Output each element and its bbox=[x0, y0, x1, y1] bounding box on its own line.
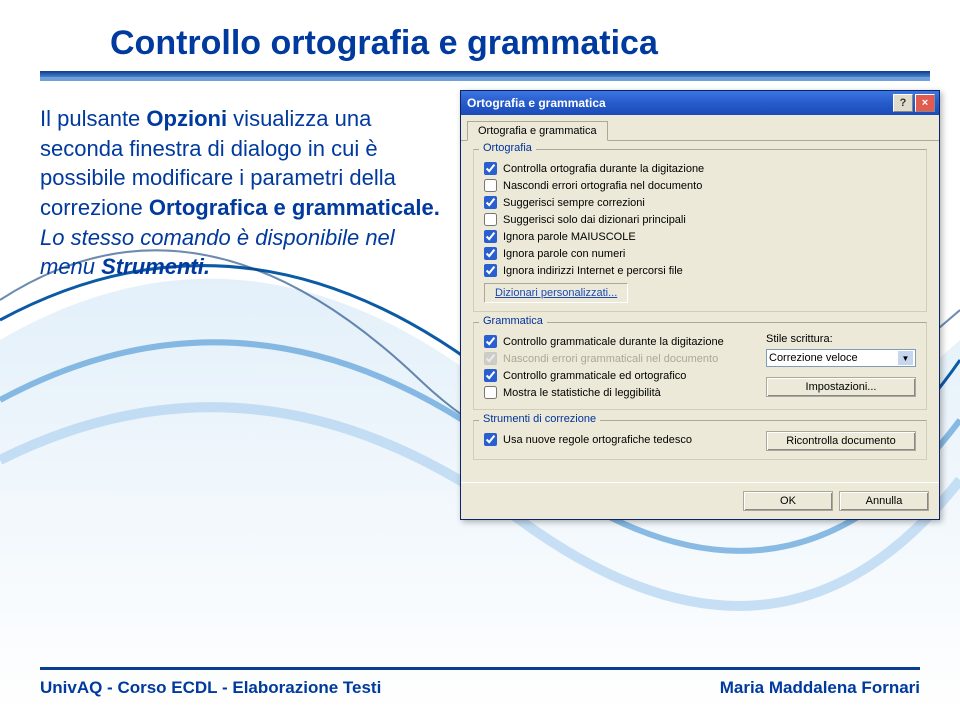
checkbox-orto-2[interactable] bbox=[484, 196, 497, 209]
body-italic: Strumenti. bbox=[101, 254, 210, 279]
checkbox-orto-6[interactable] bbox=[484, 264, 497, 277]
stile-value: Correzione veloce bbox=[769, 352, 858, 364]
annulla-button[interactable]: Annulla bbox=[839, 491, 929, 511]
stile-label: Stile scrittura: bbox=[766, 333, 833, 345]
checkbox-row: Ignora parole con numeri bbox=[484, 245, 916, 262]
checkbox-row: Suggerisci solo dai dizionari principali bbox=[484, 211, 916, 228]
ok-button[interactable]: OK bbox=[743, 491, 833, 511]
checkbox-label: Suggerisci solo dai dizionari principali bbox=[503, 214, 686, 226]
checkbox-orto-1[interactable] bbox=[484, 179, 497, 192]
checkbox-row: Controllo grammaticale ed ortografico bbox=[484, 367, 754, 384]
checkbox-tedesco[interactable] bbox=[484, 433, 497, 446]
checkbox-orto-4[interactable] bbox=[484, 230, 497, 243]
checkbox-label: Nascondi errori grammaticali nel documen… bbox=[503, 353, 718, 365]
checkbox-label: Suggerisci sempre correzioni bbox=[503, 197, 645, 209]
body-part1: Il pulsante bbox=[40, 106, 146, 131]
checkbox-label: Ignora parole MAIUSCOLE bbox=[503, 231, 636, 243]
checkbox-label: Controlla ortografia durante la digitazi… bbox=[503, 163, 704, 175]
footer-left: UnivAQ - Corso ECDL - Elaborazione Testi bbox=[40, 678, 381, 698]
checkbox-row: Nascondi errori ortografia nel documento bbox=[484, 177, 916, 194]
fieldset-ortografia: Ortografia Controlla ortografia durante … bbox=[473, 149, 927, 312]
legend-ortografia: Ortografia bbox=[479, 142, 536, 154]
checkbox-row: Ignora parole MAIUSCOLE bbox=[484, 228, 916, 245]
stile-select[interactable]: Correzione veloce ▼ bbox=[766, 349, 916, 367]
checkbox-label: Controllo grammaticale ed ortografico bbox=[503, 370, 686, 382]
body-part3: Lo stesso comando è disponibile nel menu bbox=[40, 225, 395, 280]
checkbox-row: Mostra le statistiche di leggibilità bbox=[484, 384, 754, 401]
checkbox-gram-0[interactable] bbox=[484, 335, 497, 348]
body-bold2: Ortografica e grammaticale. bbox=[149, 195, 440, 220]
help-icon[interactable]: ? bbox=[893, 94, 913, 112]
dizionari-button[interactable]: Dizionari personalizzati... bbox=[484, 283, 628, 303]
close-icon[interactable]: × bbox=[915, 94, 935, 112]
title-underline bbox=[40, 71, 930, 77]
checkbox-gram-1[interactable] bbox=[484, 352, 497, 365]
footer-right: Maria Maddalena Fornari bbox=[720, 678, 920, 698]
dialog-title: Ortografia e grammatica bbox=[467, 96, 606, 110]
fieldset-grammatica: Grammatica Controllo grammaticale durant… bbox=[473, 322, 927, 410]
impostazioni-button[interactable]: Impostazioni... bbox=[766, 377, 916, 397]
fieldset-strumenti: Strumenti di correzione Usa nuove regole… bbox=[473, 420, 927, 460]
checkbox-label: Mostra le statistiche di leggibilità bbox=[503, 387, 661, 399]
checkbox-row: Controllo grammaticale durante la digita… bbox=[484, 333, 754, 350]
checkbox-row: Controlla ortografia durante la digitazi… bbox=[484, 160, 916, 177]
dialog-titlebar[interactable]: Ortografia e grammatica ? × bbox=[461, 91, 939, 115]
legend-grammatica: Grammatica bbox=[479, 315, 547, 327]
body-bold1: Opzioni bbox=[146, 106, 227, 131]
checkbox-gram-2[interactable] bbox=[484, 369, 497, 382]
checkbox-row: Usa nuove regole ortografiche tedesco bbox=[484, 431, 754, 448]
checkbox-label: Ignora parole con numeri bbox=[503, 248, 625, 260]
tab-strip: Ortografia e grammatica bbox=[461, 115, 939, 141]
checkbox-label: Ignora indirizzi Internet e percorsi fil… bbox=[503, 265, 683, 277]
body-text: Il pulsante Opzioni visualizza una secon… bbox=[40, 104, 440, 282]
checkbox-row: Nascondi errori grammaticali nel documen… bbox=[484, 350, 754, 367]
options-dialog: Ortografia e grammatica ? × Ortografia e… bbox=[460, 90, 940, 520]
checkbox-label: Usa nuove regole ortografiche tedesco bbox=[503, 434, 692, 446]
checkbox-orto-3[interactable] bbox=[484, 213, 497, 226]
checkbox-label: Controllo grammaticale durante la digita… bbox=[503, 336, 724, 348]
checkbox-row: Suggerisci sempre correzioni bbox=[484, 194, 916, 211]
slide-title: Controllo ortografia e grammatica bbox=[0, 0, 960, 67]
checkbox-label: Nascondi errori ortografia nel documento bbox=[503, 180, 702, 192]
tab-ortografia-grammatica[interactable]: Ortografia e grammatica bbox=[467, 121, 608, 141]
checkbox-orto-5[interactable] bbox=[484, 247, 497, 260]
checkbox-row: Ignora indirizzi Internet e percorsi fil… bbox=[484, 262, 916, 279]
chevron-down-icon: ▼ bbox=[898, 351, 913, 365]
ricontrolla-button[interactable]: Ricontrolla documento bbox=[766, 431, 916, 451]
checkbox-orto-0[interactable] bbox=[484, 162, 497, 175]
checkbox-gram-3[interactable] bbox=[484, 386, 497, 399]
legend-strumenti: Strumenti di correzione bbox=[479, 413, 600, 425]
